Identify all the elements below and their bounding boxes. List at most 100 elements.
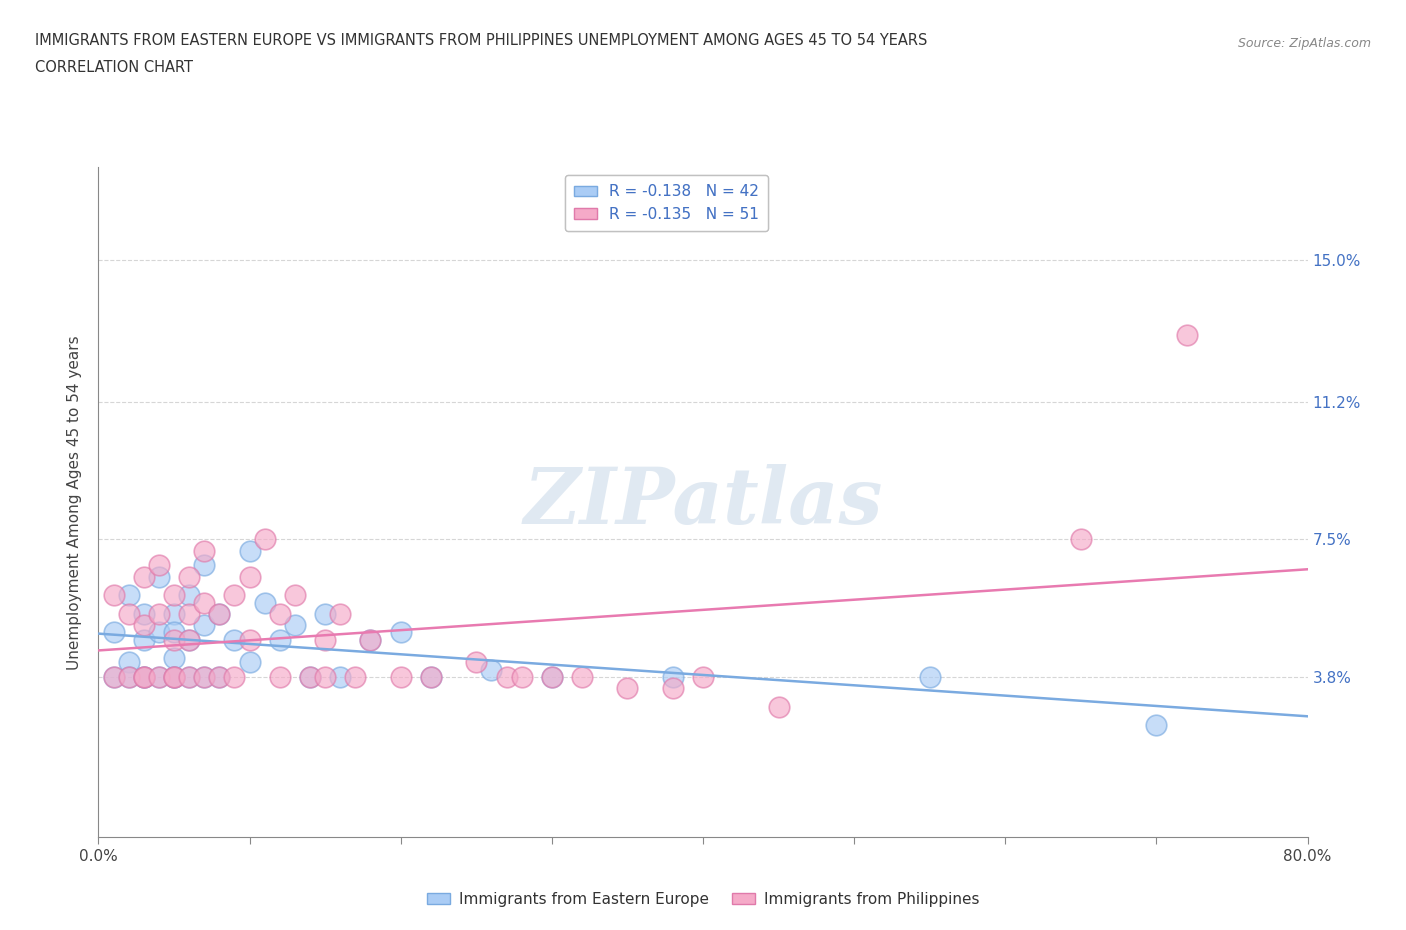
Point [132,670,155,684]
Point [163,670,186,684]
Point [389,625,412,640]
Point [239,655,262,670]
Point [179,569,201,584]
Point [103,670,125,684]
Point [118,670,141,684]
Point [208,670,231,684]
Point [420,670,443,684]
Point [132,670,155,684]
Point [118,606,141,621]
Point [269,606,291,621]
Point [193,595,215,610]
Point [540,670,562,684]
Point [193,543,215,558]
Point [1070,532,1092,547]
Point [179,670,201,684]
Legend: R = -0.138   N = 42, R = -0.135   N = 51: R = -0.138 N = 42, R = -0.135 N = 51 [565,175,769,231]
Point [179,632,201,647]
Point [1175,327,1198,342]
Point [163,670,186,684]
Point [299,670,322,684]
Text: ZIPatlas: ZIPatlas [523,464,883,540]
Point [103,625,125,640]
Point [314,670,336,684]
Point [148,670,170,684]
Point [132,670,155,684]
Text: CORRELATION CHART: CORRELATION CHART [35,60,193,75]
Point [253,595,276,610]
Point [179,670,201,684]
Point [118,670,141,684]
Point [148,606,170,621]
Point [495,670,517,684]
Point [179,606,201,621]
Point [239,543,262,558]
Point [118,588,141,603]
Point [918,670,941,684]
Point [239,569,262,584]
Point [540,670,562,684]
Legend: Immigrants from Eastern Europe, Immigrants from Philippines: Immigrants from Eastern Europe, Immigran… [420,886,986,913]
Point [193,618,215,632]
Point [224,670,246,684]
Text: IMMIGRANTS FROM EASTERN EUROPE VS IMMIGRANTS FROM PHILIPPINES UNEMPLOYMENT AMONG: IMMIGRANTS FROM EASTERN EUROPE VS IMMIGR… [35,33,928,47]
Point [148,625,170,640]
Point [103,670,125,684]
Point [132,632,155,647]
Point [420,670,443,684]
Point [269,670,291,684]
Point [269,632,291,647]
Point [360,632,382,647]
Point [163,606,186,621]
Point [132,606,155,621]
Point [193,670,215,684]
Text: Source: ZipAtlas.com: Source: ZipAtlas.com [1237,37,1371,50]
Point [314,606,336,621]
Point [224,632,246,647]
Point [179,588,201,603]
Point [329,606,352,621]
Point [314,632,336,647]
Y-axis label: Unemployment Among Ages 45 to 54 years: Unemployment Among Ages 45 to 54 years [67,335,83,670]
Point [132,670,155,684]
Point [299,670,322,684]
Point [179,632,201,647]
Point [662,681,685,696]
Point [360,632,382,647]
Point [208,670,231,684]
Point [253,532,276,547]
Point [193,670,215,684]
Point [148,558,170,573]
Point [208,606,231,621]
Point [132,569,155,584]
Point [148,670,170,684]
Point [1144,718,1167,733]
Point [103,588,125,603]
Point [571,670,593,684]
Point [132,618,155,632]
Point [224,588,246,603]
Point [284,588,307,603]
Point [344,670,367,684]
Point [163,670,186,684]
Point [465,655,488,670]
Point [768,699,790,714]
Point [329,670,352,684]
Point [193,558,215,573]
Point [692,670,714,684]
Point [163,625,186,640]
Point [163,632,186,647]
Point [208,606,231,621]
Point [163,651,186,666]
Point [662,670,685,684]
Point [389,670,412,684]
Point [163,670,186,684]
Point [118,655,141,670]
Point [510,670,533,684]
Point [616,681,638,696]
Point [481,662,503,677]
Point [284,618,307,632]
Point [148,569,170,584]
Point [239,632,262,647]
Point [163,588,186,603]
